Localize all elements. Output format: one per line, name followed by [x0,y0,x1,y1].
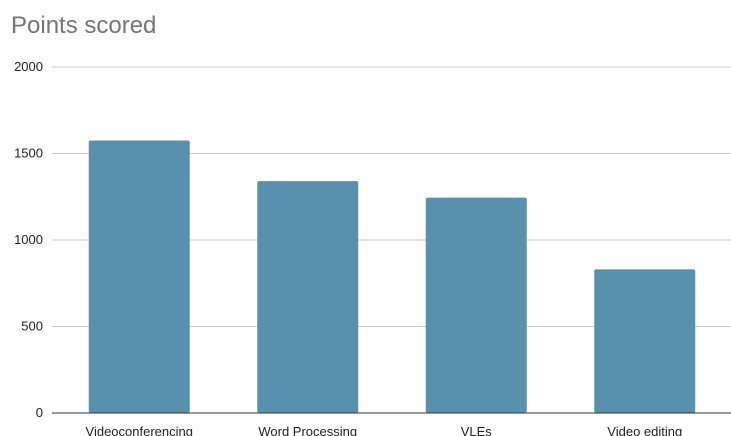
x-category-label: Word Processing [258,424,357,436]
bar-word-processing [257,181,359,413]
x-category-label: VLEs [461,424,493,436]
y-tick-label: 500 [21,319,43,334]
bar-videoconferencing [88,140,190,413]
y-tick-label: 2000 [14,59,43,74]
y-tick-label: 1000 [14,232,43,247]
chart-title: Points scored [11,12,157,39]
bar-vles [425,197,527,413]
y-tick-label: 0 [36,405,43,420]
bars [88,140,696,413]
x-axis-labels: Videoconferencing Word Processing VLEs Vide… [86,424,683,436]
x-category-label: Video editing [607,424,682,436]
bar-video-editing [594,269,696,413]
y-axis-ticks: 0 500 1000 1500 2000 [14,59,43,420]
y-tick-label: 1500 [14,146,43,161]
x-category-label: Videoconferencing [86,424,193,436]
